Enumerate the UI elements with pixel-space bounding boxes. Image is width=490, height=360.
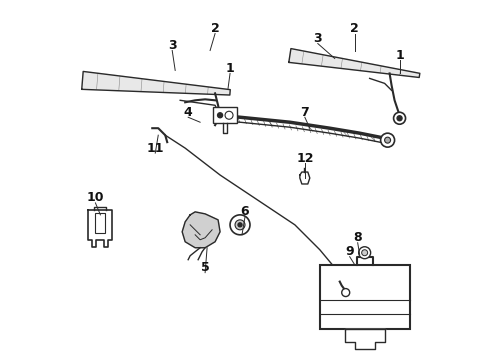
Circle shape [385, 137, 391, 143]
Text: 6: 6 [241, 205, 249, 219]
Circle shape [238, 223, 242, 227]
Text: 5: 5 [201, 261, 210, 274]
Circle shape [393, 112, 406, 124]
Bar [213, 107, 237, 123]
Text: 9: 9 [345, 245, 354, 258]
Circle shape [359, 247, 370, 259]
Circle shape [225, 111, 233, 119]
Polygon shape [289, 49, 420, 77]
Text: 10: 10 [87, 192, 104, 204]
Circle shape [235, 220, 245, 230]
Text: 3: 3 [168, 39, 176, 52]
Polygon shape [345, 329, 385, 349]
Polygon shape [89, 210, 112, 247]
Text: 11: 11 [147, 141, 164, 155]
Bar [320, 265, 410, 329]
Circle shape [397, 116, 402, 121]
Text: 2: 2 [350, 22, 359, 35]
Bar [96, 213, 105, 233]
Text: 1: 1 [226, 62, 234, 75]
Circle shape [342, 289, 350, 297]
Polygon shape [82, 71, 230, 95]
Text: 7: 7 [300, 106, 309, 119]
Text: 8: 8 [353, 231, 362, 244]
Polygon shape [300, 172, 310, 184]
Text: 1: 1 [395, 49, 404, 62]
Circle shape [214, 109, 226, 121]
Circle shape [218, 113, 222, 118]
Circle shape [230, 215, 250, 235]
Circle shape [381, 133, 394, 147]
Text: 2: 2 [211, 22, 220, 35]
Text: 3: 3 [314, 32, 322, 45]
Circle shape [362, 250, 368, 256]
Text: 12: 12 [296, 152, 314, 165]
Polygon shape [182, 212, 220, 248]
Text: 4: 4 [184, 106, 193, 119]
